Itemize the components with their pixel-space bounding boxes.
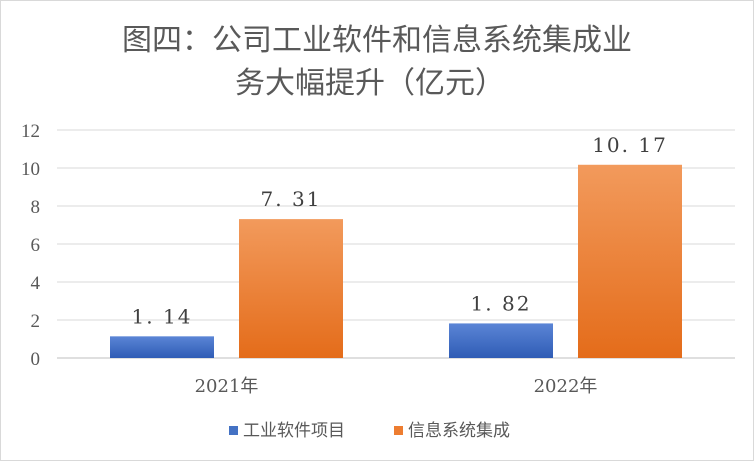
bar-2-1 [239, 219, 343, 358]
y-tick-label: 4 [31, 273, 41, 294]
data-label: 1. 14 [132, 304, 193, 328]
legend-label: 工业软件项目 [243, 421, 345, 441]
data-label: 7. 31 [261, 187, 322, 211]
category-label: 2021年 [195, 376, 259, 397]
y-tick-label: 12 [21, 121, 40, 142]
legend-swatch [229, 426, 238, 435]
y-tick-label: 2 [31, 311, 41, 332]
data-label: 1. 82 [471, 291, 532, 315]
y-tick-label: 6 [31, 235, 41, 256]
bars [110, 164, 682, 358]
legend-label: 信息系统集成 [408, 421, 510, 441]
data-labels: 1. 14 7. 31 1. 82 10. 17 [132, 133, 668, 329]
bar-1-1 [110, 336, 214, 358]
legend-swatch [394, 426, 403, 435]
legend: 工业软件项目 信息系统集成 [229, 421, 510, 441]
chart-title-line-2: 务大幅提升（亿元） [235, 66, 505, 101]
category-label: 2022年 [534, 376, 598, 397]
bar-2-2 [578, 164, 682, 358]
y-tick-label: 0 [31, 349, 41, 370]
y-tick-label: 10 [21, 159, 40, 180]
x-axis-labels: 2021年 2022年 [195, 376, 598, 397]
y-tick-label: 8 [31, 197, 41, 218]
data-label: 10. 17 [592, 133, 668, 157]
bar-1-2 [449, 323, 553, 358]
y-axis-ticks: 0 2 4 6 8 10 12 [21, 121, 41, 370]
chart-title-line-1: 图四：公司工业软件和信息系统集成业 [122, 23, 632, 58]
